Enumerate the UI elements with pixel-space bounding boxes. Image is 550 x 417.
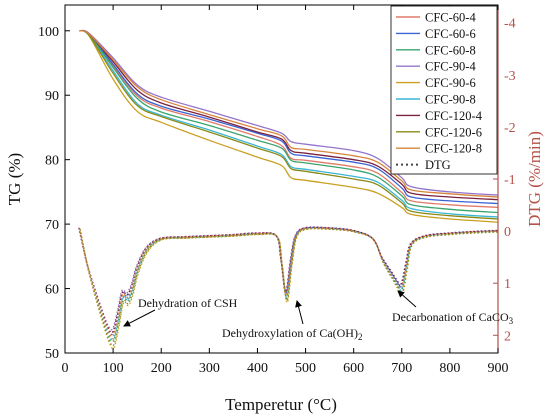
legend-label: CFC-90-6 xyxy=(425,76,476,90)
y-axis-right-title: DTG (%/min) xyxy=(525,131,544,227)
x-tick-label: 700 xyxy=(391,361,412,376)
y-right-tick-label: -3 xyxy=(504,69,516,84)
y-left-tick-label: 80 xyxy=(45,154,59,169)
plot-content xyxy=(78,29,499,350)
y-left-tick-label: 70 xyxy=(45,218,59,233)
y-right-tick-label: -2 xyxy=(504,121,516,136)
legend: CFC-60-4 CFC-60-6 CFC-60-8 CFC-90-4 CFC-90-6… xyxy=(390,5,498,175)
legend-label: CFC-120-6 xyxy=(425,125,482,139)
x-tick-label: 0 xyxy=(62,361,69,376)
x-tick-label: 500 xyxy=(295,361,316,376)
legend-label: CFC-60-6 xyxy=(425,27,476,41)
tg-series-line xyxy=(79,30,499,223)
annotation-arrow xyxy=(295,300,304,325)
y-left-tick-label: 50 xyxy=(45,347,59,362)
x-tick-label: 300 xyxy=(199,361,220,376)
y-left-tick-label: 60 xyxy=(45,283,59,298)
tg-series-line xyxy=(79,30,499,220)
x-tick-label: 600 xyxy=(343,361,364,376)
tg-series-line xyxy=(79,29,499,214)
y-right-tick-label: 1 xyxy=(504,277,511,292)
legend-label: CFC-90-4 xyxy=(425,60,476,74)
legend-label: CFC-90-8 xyxy=(425,93,476,107)
dtg-series-line xyxy=(79,227,499,347)
y-right-tick-label: 0 xyxy=(504,225,511,240)
annotation-subscript: 2 xyxy=(358,332,363,342)
annotation-label: Dehydroxylation of Ca(OH)2 xyxy=(222,326,362,342)
annotations: Dehydration of CSH Dehydroxylation of Ca(… xyxy=(123,290,514,342)
y-left-tick-label: 100 xyxy=(38,25,59,40)
y-axis-left-title: TG (%) xyxy=(5,153,24,205)
tg-series-line xyxy=(79,30,499,218)
x-tick-label: 900 xyxy=(488,361,509,376)
legend-label: CFC-60-8 xyxy=(425,43,476,57)
x-tick-label: 200 xyxy=(151,361,172,376)
dtg-series-line xyxy=(78,226,498,337)
legend-label: DTG xyxy=(425,158,451,172)
tg-series-line xyxy=(79,29,499,205)
y-left-tick-label: 90 xyxy=(45,89,59,104)
annotation-arrow xyxy=(397,290,417,308)
axis-ticks: 0 100 200 300 400 500 600 700 800 900506070809010… xyxy=(38,5,516,376)
legend-label: CFC-60-4 xyxy=(425,11,476,25)
annotation-arrow xyxy=(123,309,156,327)
legend-label: CFC-120-8 xyxy=(425,142,482,156)
tg-series-line xyxy=(79,30,499,198)
tg-series-line xyxy=(79,29,499,209)
annotation-label: Decarbonation of CaCO3 xyxy=(392,310,514,326)
y-right-tick-label: -1 xyxy=(504,173,516,188)
tg-series-line xyxy=(79,29,499,201)
x-tick-label: 800 xyxy=(439,361,460,376)
legend-label: CFC-120-4 xyxy=(425,109,483,123)
x-tick-label: 100 xyxy=(103,361,124,376)
tg-series-line xyxy=(79,29,499,196)
x-tick-label: 400 xyxy=(247,361,268,376)
y-right-tick-label: 2 xyxy=(504,329,511,344)
y-right-tick-label: -4 xyxy=(504,17,516,32)
annotation-subscript: 3 xyxy=(509,316,514,326)
annotation-label: Dehydration of CSH xyxy=(138,296,238,310)
x-axis-title: Temperetur (°C) xyxy=(225,395,337,414)
